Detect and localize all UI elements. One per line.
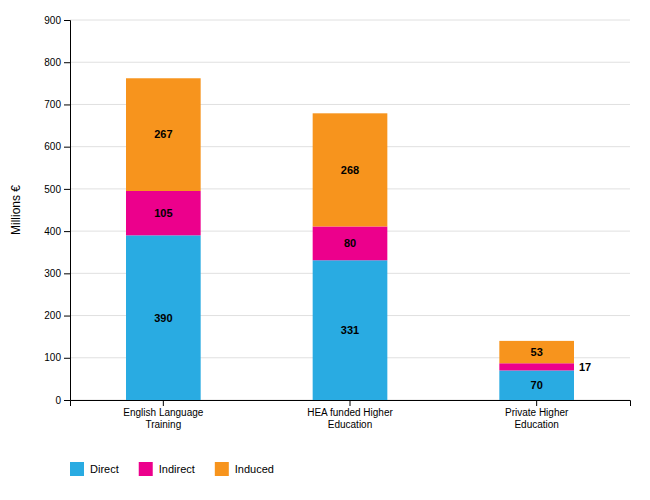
axis-line xyxy=(64,21,71,401)
y-axis: 0 100 200 300 400 500 600 700 800 900 xyxy=(44,15,70,406)
legend-swatch xyxy=(215,462,229,476)
tick-label-line: HEA funded Higher xyxy=(307,407,393,418)
bar xyxy=(499,341,574,363)
tick-mark xyxy=(64,231,70,232)
bar xyxy=(313,226,388,260)
data-label: 17 xyxy=(579,361,591,373)
bar xyxy=(126,235,201,400)
tick: 700 xyxy=(44,99,70,110)
data-label: 105 xyxy=(154,207,172,219)
tick: HEA funded HigherEducation xyxy=(307,400,393,430)
tick-label: HEA funded HigherEducation xyxy=(307,407,393,430)
tick-label: 700 xyxy=(44,99,61,110)
tick-mark xyxy=(536,400,537,406)
legend-label: Indirect xyxy=(159,463,195,475)
legend-label: Induced xyxy=(235,463,274,475)
tick-mark xyxy=(64,20,70,21)
bar xyxy=(499,363,574,370)
tick: 100 xyxy=(44,352,70,363)
y-axis-title: Millions € xyxy=(9,185,23,235)
tick: 800 xyxy=(44,57,70,68)
legend-item: Induced xyxy=(215,462,274,476)
tick-label-line: Education xyxy=(514,419,558,430)
bar xyxy=(313,113,388,226)
tick-label: 100 xyxy=(44,352,61,363)
tick-mark xyxy=(64,400,70,401)
tick: 200 xyxy=(44,310,70,321)
tick-label-line: Private Higher xyxy=(505,407,569,418)
tick-mark xyxy=(64,62,70,63)
bar xyxy=(126,191,201,235)
tick: 300 xyxy=(44,268,70,279)
data-label: 268 xyxy=(341,164,359,176)
tick: 600 xyxy=(44,141,70,152)
chart: 390 331 70 105 80 17 267 268 53 0 100 200 300 400 500 6… xyxy=(0,0,650,500)
tick-label: Private HigherEducation xyxy=(505,407,569,430)
tick-mark xyxy=(64,147,70,148)
tick-label: 600 xyxy=(44,141,61,152)
tick-label: 900 xyxy=(44,15,61,26)
tick-label: 800 xyxy=(44,57,61,68)
tick: 400 xyxy=(44,226,70,237)
grid-line xyxy=(70,62,630,63)
tick-mark xyxy=(64,189,70,190)
tick-label-line: Education xyxy=(328,419,372,430)
grid-line xyxy=(70,20,630,21)
tick-label-line: English Language xyxy=(123,407,204,418)
bar xyxy=(499,370,574,400)
tick-mark xyxy=(64,104,70,105)
legend-swatch xyxy=(139,462,153,476)
data-label: 390 xyxy=(154,312,172,324)
tick-label: 400 xyxy=(44,226,61,237)
tick: 0 xyxy=(55,395,70,406)
tick-mark xyxy=(64,316,70,317)
tick-label: 500 xyxy=(44,184,61,195)
data-label: 331 xyxy=(341,324,359,336)
tick-mark xyxy=(64,273,70,274)
bar xyxy=(126,78,201,191)
tick: English LanguageTraining xyxy=(123,400,204,430)
axis-line xyxy=(71,401,631,407)
data-label: 80 xyxy=(344,237,356,249)
tick: 500 xyxy=(44,184,70,195)
tick-label: 300 xyxy=(44,268,61,279)
tick-label: English LanguageTraining xyxy=(123,407,204,430)
tick-mark xyxy=(163,400,164,406)
x-axis: English LanguageTraining HEA funded Highe… xyxy=(71,400,631,430)
tick-label: 200 xyxy=(44,310,61,321)
tick-mark xyxy=(64,358,70,359)
legend-item: Indirect xyxy=(139,462,195,476)
tick: 900 xyxy=(44,15,70,26)
grid xyxy=(70,20,630,400)
legend-label: Direct xyxy=(90,463,119,475)
series xyxy=(126,78,574,363)
tick-label-line: Training xyxy=(145,419,181,430)
legend-item: Direct xyxy=(70,462,119,476)
data-label: 267 xyxy=(154,128,172,140)
data-label: 53 xyxy=(531,346,543,358)
plot: 390 331 70 105 80 17 267 268 53 0 100 200 300 400 500 6… xyxy=(9,15,631,476)
bars xyxy=(126,78,574,400)
bar xyxy=(313,260,388,400)
data-labels: 390 331 70 105 80 17 267 268 53 xyxy=(154,128,591,391)
tick-mark xyxy=(350,400,351,406)
legend-swatch xyxy=(70,462,84,476)
tick: Private HigherEducation xyxy=(505,400,569,430)
data-label: 70 xyxy=(531,379,543,391)
tick-label: 0 xyxy=(55,395,61,406)
legend: Direct Indirect Induced xyxy=(70,462,274,476)
